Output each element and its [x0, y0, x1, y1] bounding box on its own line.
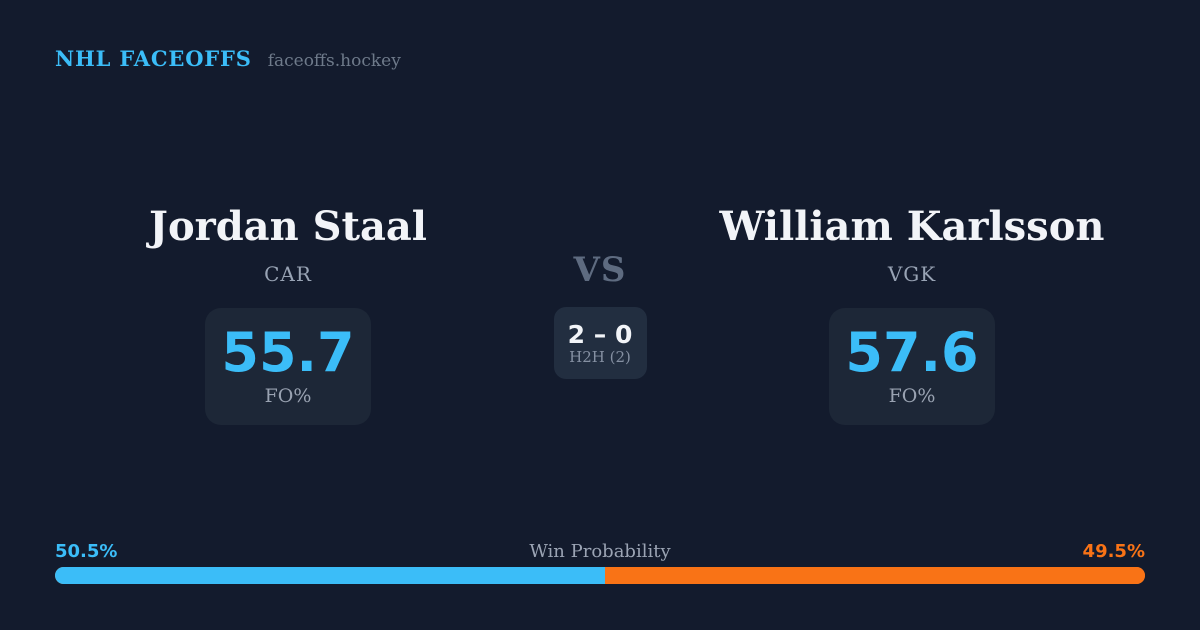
player-left-stat-box: 55.7 FO% [205, 307, 371, 425]
h2h-score: 2 – 0 [567, 319, 633, 349]
win-probability-bar-left-segment [55, 567, 606, 584]
player-left-panel: Jordan Staal CAR 55.7 FO% [48, 203, 528, 425]
win-probability-labels: 50.5% Win Probability 49.5% [55, 541, 1145, 563]
player-left-name: Jordan Staal [149, 203, 427, 250]
player-right-stat-value: 57.6 [845, 321, 979, 385]
h2h-label: H2H (2) [569, 347, 631, 366]
h2h-box: 2 – 0 H2H (2) [553, 307, 647, 379]
player-left-team: CAR [264, 261, 312, 286]
vs-label: VS [573, 250, 627, 290]
header: NHL FACEOFFS faceoffs.hockey [55, 46, 401, 71]
brand-title: NHL FACEOFFS [55, 46, 252, 71]
site-url: faceoffs.hockey [267, 51, 401, 71]
player-right-stat-box: 57.6 FO% [829, 307, 995, 425]
win-probability-left-pct: 50.5% [55, 541, 118, 562]
win-probability-bar-right-segment [605, 567, 1145, 584]
player-right-team: VGK [887, 261, 937, 286]
win-probability-right-pct: 49.5% [1082, 541, 1145, 562]
player-right-stat-label: FO% [888, 385, 936, 408]
player-right-panel: William Karlsson VGK 57.6 FO% [672, 203, 1152, 425]
player-left-stat-label: FO% [264, 385, 312, 408]
player-left-stat-value: 55.7 [221, 321, 355, 385]
player-right-name: William Karlsson [719, 203, 1105, 250]
matchup-row: Jordan Staal CAR 55.7 FO% VS 2 – 0 H2H (… [48, 203, 1152, 425]
versus-panel: VS 2 – 0 H2H (2) [528, 205, 672, 379]
win-probability-bar [55, 567, 1145, 584]
win-probability-title: Win Probability [529, 541, 671, 562]
